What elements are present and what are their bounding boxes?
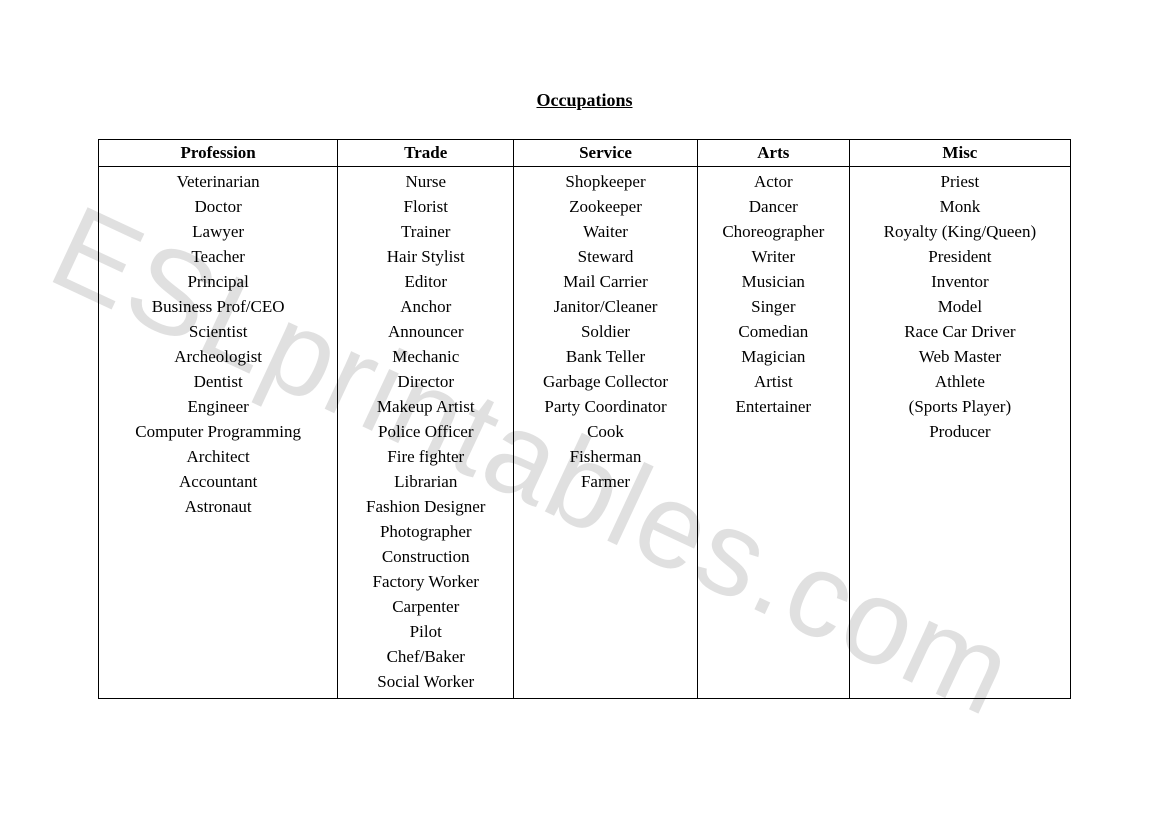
list-item: Veterinarian (103, 170, 333, 195)
list-item: Architect (103, 445, 333, 470)
list-item: (Sports Player) (854, 395, 1066, 420)
list-item: Construction (342, 545, 509, 570)
list-item: Astronaut (103, 495, 333, 520)
list-item: Social Worker (342, 670, 509, 695)
list-item: Mechanic (342, 345, 509, 370)
list-item: Florist (342, 195, 509, 220)
list-item: Bank Teller (518, 345, 693, 370)
list-item: Writer (702, 245, 845, 270)
col-header-arts: Arts (697, 140, 849, 167)
col-header-misc: Misc (849, 140, 1070, 167)
cell-service: ShopkeeperZookeeperWaiterStewardMail Car… (514, 167, 698, 699)
list-item: Principal (103, 270, 333, 295)
list-item: Dancer (702, 195, 845, 220)
list-item: Shopkeeper (518, 170, 693, 195)
list-item: Police Officer (342, 420, 509, 445)
list-item: Royalty (King/Queen) (854, 220, 1066, 245)
cell-arts: ActorDancerChoreographerWriterMusicianSi… (697, 167, 849, 699)
list-item: Soldier (518, 320, 693, 345)
list-item: Monk (854, 195, 1066, 220)
list-item: Anchor (342, 295, 509, 320)
list-item: Inventor (854, 270, 1066, 295)
list-item: Web Master (854, 345, 1066, 370)
list-item: Fashion Designer (342, 495, 509, 520)
list-item: Librarian (342, 470, 509, 495)
list-item: Actor (702, 170, 845, 195)
list-item: Factory Worker (342, 570, 509, 595)
list-item: Trainer (342, 220, 509, 245)
list-item: Dentist (103, 370, 333, 395)
list-item: Makeup Artist (342, 395, 509, 420)
list-item: Steward (518, 245, 693, 270)
list-item: Business Prof/CEO (103, 295, 333, 320)
list-item: Director (342, 370, 509, 395)
list-item: Accountant (103, 470, 333, 495)
list-item: Model (854, 295, 1066, 320)
list-item: Priest (854, 170, 1066, 195)
list-item: Comedian (702, 320, 845, 345)
list-item: Hair Stylist (342, 245, 509, 270)
list-item: Mail Carrier (518, 270, 693, 295)
occupations-table: Profession Trade Service Arts Misc Veter… (98, 139, 1071, 699)
list-item: Athlete (854, 370, 1066, 395)
list-item: Zookeeper (518, 195, 693, 220)
list-item: Lawyer (103, 220, 333, 245)
list-item: Entertainer (702, 395, 845, 420)
list-item: Artist (702, 370, 845, 395)
list-item: Farmer (518, 470, 693, 495)
col-header-service: Service (514, 140, 698, 167)
table-body-row: VeterinarianDoctorLawyerTeacherPrincipal… (99, 167, 1071, 699)
list-item: Chef/Baker (342, 645, 509, 670)
list-item: Choreographer (702, 220, 845, 245)
list-item: Magician (702, 345, 845, 370)
list-item: Fisherman (518, 445, 693, 470)
list-item: Janitor/Cleaner (518, 295, 693, 320)
list-item: Producer (854, 420, 1066, 445)
list-item: Singer (702, 295, 845, 320)
list-item: Musician (702, 270, 845, 295)
list-item: Doctor (103, 195, 333, 220)
list-item: Waiter (518, 220, 693, 245)
list-item: Garbage Collector (518, 370, 693, 395)
list-item: Computer Programming (103, 420, 333, 445)
list-item: Cook (518, 420, 693, 445)
table-header-row: Profession Trade Service Arts Misc (99, 140, 1071, 167)
cell-misc: PriestMonkRoyalty (King/Queen)PresidentI… (849, 167, 1070, 699)
list-item: Fire fighter (342, 445, 509, 470)
list-item: Archeologist (103, 345, 333, 370)
page-container: Occupations Profession Trade Service Art… (0, 0, 1169, 699)
list-item: Carpenter (342, 595, 509, 620)
list-item: Teacher (103, 245, 333, 270)
cell-trade: NurseFloristTrainerHair StylistEditorAnc… (338, 167, 514, 699)
list-item: Pilot (342, 620, 509, 645)
cell-profession: VeterinarianDoctorLawyerTeacherPrincipal… (99, 167, 338, 699)
list-item: Announcer (342, 320, 509, 345)
list-item: Party Coordinator (518, 395, 693, 420)
list-item: Nurse (342, 170, 509, 195)
list-item: Editor (342, 270, 509, 295)
list-item: Race Car Driver (854, 320, 1066, 345)
list-item: Engineer (103, 395, 333, 420)
list-item: President (854, 245, 1066, 270)
col-header-profession: Profession (99, 140, 338, 167)
page-title: Occupations (98, 90, 1071, 111)
col-header-trade: Trade (338, 140, 514, 167)
list-item: Photographer (342, 520, 509, 545)
list-item: Scientist (103, 320, 333, 345)
